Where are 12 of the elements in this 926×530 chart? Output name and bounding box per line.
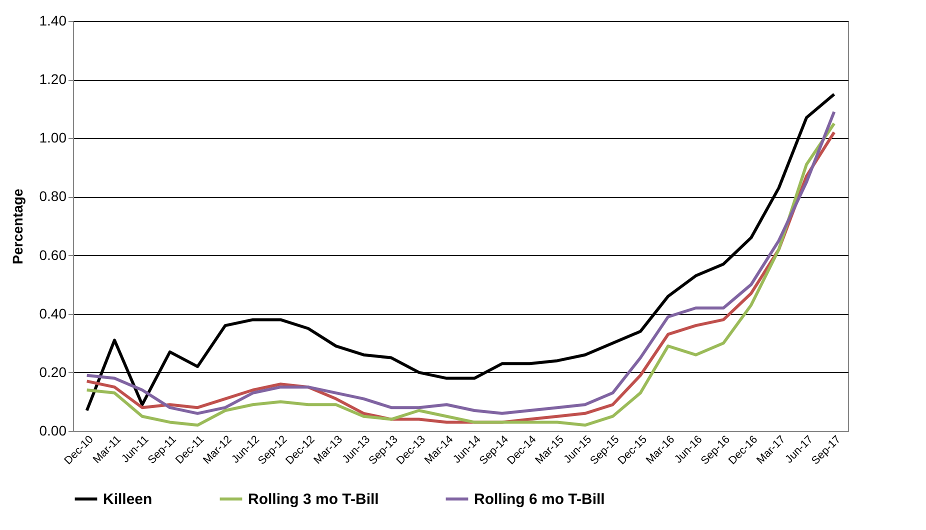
y-tick-label: 1.40 [39, 12, 67, 28]
y-tick-label: 0.20 [39, 364, 67, 380]
y-tick-label: 0.40 [39, 305, 67, 322]
y-tick-label: 1.20 [39, 71, 67, 88]
legend-label: Rolling 3 mo T-Bill [248, 491, 379, 508]
y-tick-label: 0.80 [39, 188, 67, 204]
y-tick-label: 1.00 [39, 130, 67, 146]
legend-label: Rolling 6 mo T-Bill [474, 491, 605, 508]
legend-label: Killeen [103, 491, 152, 508]
y-tick-label: 0.60 [39, 246, 67, 263]
y-tick-label: 0.00 [39, 422, 67, 438]
y-axis-title: Percentage [9, 188, 26, 264]
